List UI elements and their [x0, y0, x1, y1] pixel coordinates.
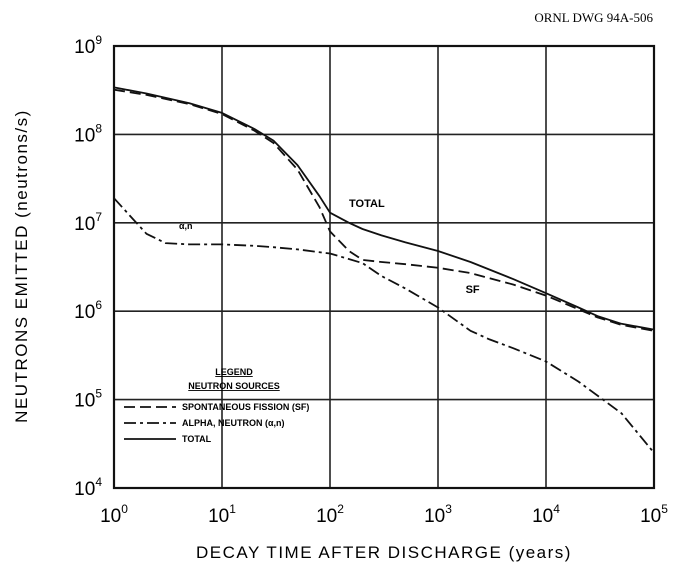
curve-annotation: SF	[466, 284, 480, 296]
y-axis-label: NEUTRONS EMITTED (neutrons/s)	[12, 109, 31, 423]
y-tick-label: 107	[74, 210, 102, 235]
legend: LEGEND NEUTRON SOURCES SPONTANEOUS FISSI…	[124, 367, 309, 444]
legend-item-label: SPONTANEOUS FISSION (SF)	[182, 402, 309, 412]
annotations: TOTAL α,n SF	[179, 198, 480, 296]
x-tick-label: 103	[424, 502, 452, 527]
tick-labels: 100 101 102 103 104 105 104 105 106 107 108 109	[74, 33, 668, 527]
x-tick-label: 102	[316, 502, 344, 527]
x-axis-label: DECAY TIME AFTER DISCHARGE (years)	[196, 543, 572, 562]
x-tick-label: 101	[208, 502, 236, 527]
series-line-alpha-n	[113, 197, 655, 454]
y-tick-label: 108	[74, 121, 102, 146]
x-tick-label: 104	[532, 502, 560, 527]
curve-annotation: α,n	[179, 221, 193, 231]
legend-subtitle: NEUTRON SOURCES	[188, 381, 280, 391]
series-layer	[113, 86, 655, 454]
legend-title: LEGEND	[215, 367, 253, 377]
drawing-number: ORNL DWG 94A-506	[534, 10, 653, 25]
series-line-sf	[113, 88, 655, 332]
y-tick-label: 109	[74, 33, 102, 58]
curve-annotation: TOTAL	[349, 198, 385, 210]
series-line-total	[113, 86, 655, 331]
y-tick-label: 104	[74, 475, 102, 500]
legend-items: SPONTANEOUS FISSION (SF) ALPHA, NEUTRON (…	[124, 402, 309, 444]
plot-frame	[112, 44, 656, 490]
y-tick-label: 106	[74, 298, 102, 323]
x-tick-label: 100	[100, 502, 128, 527]
legend-item-label: ALPHA, NEUTRON (α,n)	[182, 418, 285, 428]
x-tick-label: 105	[640, 502, 668, 527]
legend-item-label: TOTAL	[182, 434, 212, 444]
y-tick-label: 105	[74, 387, 102, 412]
